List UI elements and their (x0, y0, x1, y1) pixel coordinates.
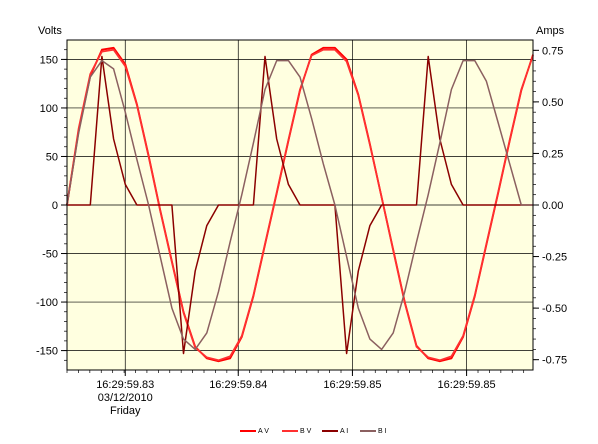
right-tick-label: 0.50 (542, 97, 563, 109)
series-group (66, 46, 534, 363)
left-axis-label: Volts (38, 25, 62, 37)
legend-label: A I (340, 428, 348, 435)
left-tick-label: -50 (42, 249, 58, 261)
left-tick-label: 150 (40, 54, 58, 66)
legend-label: B I (378, 428, 387, 435)
right-axis-label: Amps (536, 25, 565, 37)
x-tick-day: Friday (110, 405, 141, 417)
right-tick-label: 0.25 (542, 148, 563, 160)
left-tick-label: 50 (46, 151, 58, 163)
x-tick-label: 16:29:59.84 (209, 379, 267, 391)
left-axis: 150 100 50 0 -50 -100 -150 (36, 49, 67, 361)
right-tick-label: -0.50 (542, 303, 567, 315)
left-tick-label: 0 (52, 200, 58, 212)
right-tick-label: -0.75 (542, 355, 567, 367)
left-tick-label: -100 (36, 297, 58, 309)
left-tick-label: -150 (36, 346, 58, 358)
x-tick-date: 03/12/2010 (98, 392, 153, 404)
series-line-b-i (66, 59, 533, 351)
left-tick-label: 100 (40, 103, 58, 115)
x-tick-label: 16:29:59.85 (438, 379, 496, 391)
right-axis: 0.75 0.50 0.25 0.00 -0.25 -0.50 -0.75 (533, 45, 567, 367)
legend-label: A V (258, 428, 269, 435)
right-tick-label: 0.75 (542, 45, 563, 57)
series-line-a-i (67, 55, 533, 355)
x-tick-label: 16:29:59.85 (323, 379, 381, 391)
series-line-b-v (66, 48, 534, 362)
right-tick-label: -0.25 (542, 252, 567, 264)
legend-label: B V (300, 428, 312, 435)
x-tick-label: 16:29:59.83 (96, 379, 154, 391)
right-tick-label: 0.00 (542, 200, 563, 212)
